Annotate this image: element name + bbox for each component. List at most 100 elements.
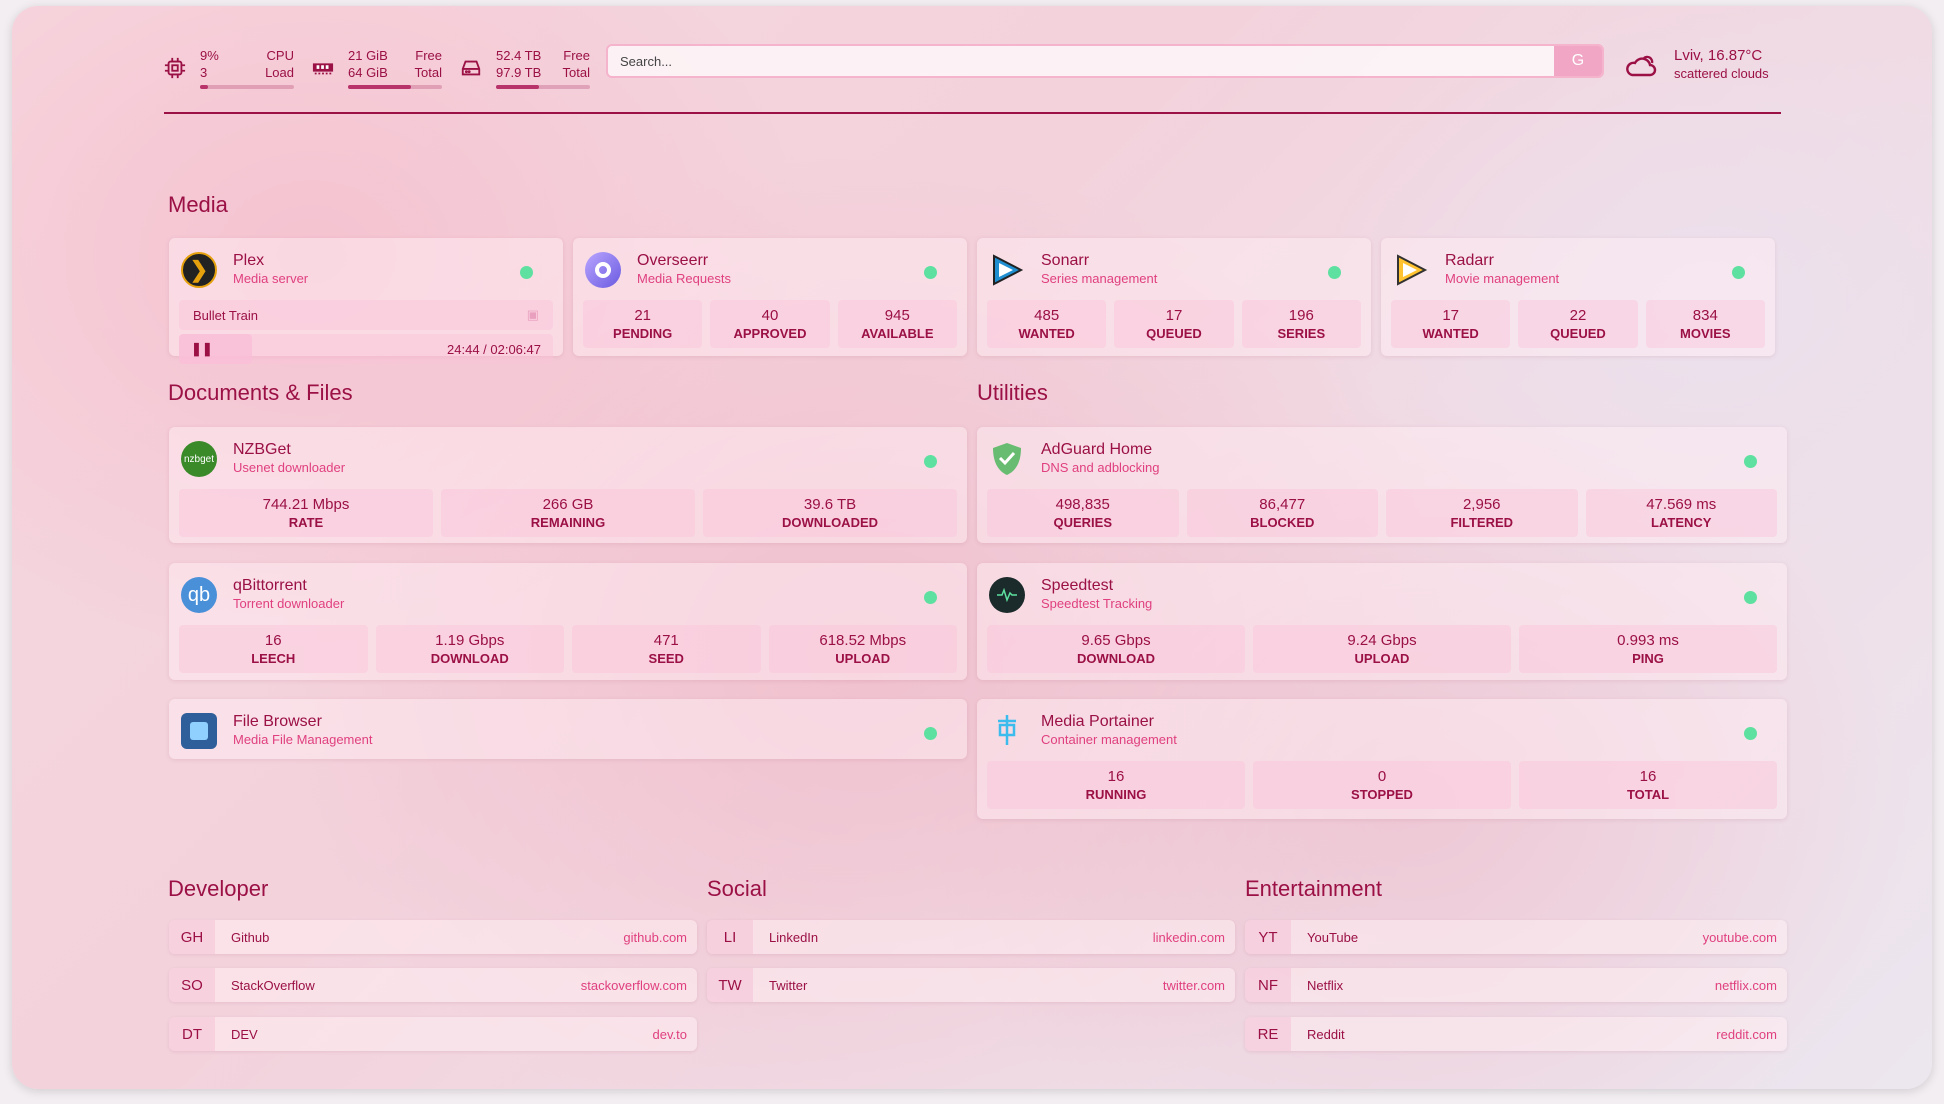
stat-approved: 40 APPROVED — [710, 300, 830, 348]
disk-free-value: 52.4 TB — [496, 48, 542, 63]
cpu-load-label: Load — [265, 65, 294, 80]
service-card-overseerr[interactable]: Overseerr Media Requests 21 PENDING 40 APPROV… — [573, 238, 967, 356]
stat-label: QUEUED — [1146, 326, 1202, 341]
stat-value: 16 — [1107, 768, 1125, 785]
service-description: Media server — [233, 271, 309, 286]
service-card-qbittorrent[interactable]: qb qBittorrent Torrent downloader 16 LEECH 1.… — [169, 563, 967, 680]
status-online-dot — [520, 266, 533, 279]
stat-value: 86,477 — [1259, 496, 1306, 513]
service-description: Speedtest Tracking — [1041, 596, 1153, 611]
adguard-home-icon — [987, 437, 1041, 477]
memory-free-value: 21 GiB — [348, 48, 388, 63]
search-input[interactable] — [608, 46, 1554, 76]
stat-value: 39.6 TB — [803, 496, 857, 513]
service-card-file-browser[interactable]: File Browser Media File Management — [169, 699, 967, 759]
stat-label: DOWNLOADED — [781, 515, 879, 530]
status-online-dot — [1744, 455, 1757, 468]
service-name: NZBGet — [233, 441, 291, 458]
stat-label: BLOCKED — [1250, 515, 1315, 530]
service-card-nzbget[interactable]: nzbget NZBGet Usenet downloader 744.21 Mbps… — [169, 427, 967, 543]
service-card-media-portainer[interactable]: Media Portainer Container management 16 RUN… — [977, 699, 1787, 819]
bookmark-linkedin[interactable]: LI LinkedIn linkedin.com — [707, 920, 1235, 954]
stat-label: PING — [1632, 651, 1664, 666]
weather-location: Lviv, 16.87°C — [1674, 47, 1763, 64]
overseerr-icon — [583, 248, 637, 288]
service-description: Series management — [1041, 271, 1158, 286]
bookmark-url[interactable]: linkedin.com — [1152, 929, 1225, 945]
bookmark-name: StackOverflow — [231, 977, 315, 993]
file-browser-icon — [179, 709, 233, 749]
status-online-dot — [1328, 266, 1341, 279]
service-card-speedtest[interactable]: Speedtest Speedtest Tracking 9.65 Gbps DOWN… — [977, 563, 1787, 680]
service-name: qBittorrent — [233, 577, 307, 594]
section-title-entertainment: Entertainment — [1245, 876, 1382, 901]
stat-label: UPLOAD — [1354, 651, 1410, 666]
disk-resource: 52.4 TB Free 97.9 TB Total — [460, 47, 590, 89]
stat-label: QUERIES — [1053, 515, 1112, 530]
status-online-dot — [1744, 591, 1757, 604]
memory-resource: 21 GiB Free 64 GiB Total — [312, 47, 442, 89]
service-card-plex[interactable]: ❯ Plex Media server Bullet Train ▣ ❚❚ 24:44 /… — [169, 238, 563, 364]
stat-label: TOTAL — [1626, 787, 1670, 802]
memory-total-label: Total — [414, 65, 442, 80]
bookmark-stackoverflow[interactable]: SO StackOverflow stackoverflow.com — [169, 968, 697, 1002]
stat-value: 471 — [653, 632, 679, 649]
memory-icon — [312, 63, 334, 75]
bookmark-abbr: YT — [1245, 920, 1291, 954]
plex-icon: ❯ — [179, 248, 233, 288]
stat-remaining: 266 GB REMAINING — [441, 489, 695, 537]
bookmark-url[interactable]: stackoverflow.com — [580, 977, 687, 993]
service-name: Plex — [233, 252, 265, 269]
bookmark-name: Netflix — [1307, 977, 1344, 993]
bookmark-dev[interactable]: DT DEV dev.to — [169, 1017, 697, 1051]
bookmark-github[interactable]: GH Github github.com — [169, 920, 697, 954]
stat-series: 196 SERIES — [1241, 300, 1361, 348]
cpu-icon — [164, 57, 186, 79]
search-bar: G — [606, 44, 1604, 78]
bookmark-url[interactable]: twitter.com — [1162, 977, 1225, 993]
stat-label: SERIES — [1277, 326, 1326, 341]
cpu-load-value: 3 — [200, 65, 208, 80]
service-name: Sonarr — [1041, 252, 1090, 269]
bookmark-url[interactable]: reddit.com — [1716, 1026, 1777, 1042]
stat-queries: 498,835 QUERIES — [987, 489, 1179, 537]
service-card-adguard-home[interactable]: AdGuard Home DNS and adblocking 498,835 QUE… — [977, 427, 1787, 543]
header-divider — [164, 112, 1781, 114]
stat-upload: 618.52 Mbps UPLOAD — [768, 625, 957, 673]
search-provider-button[interactable]: G — [1554, 46, 1602, 76]
bookmark-name: Github — [231, 929, 270, 945]
media-portainer-icon — [987, 709, 1041, 749]
bookmark-url[interactable]: youtube.com — [1702, 929, 1777, 945]
service-description: Usenet downloader — [233, 460, 346, 475]
service-card-radarr[interactable]: Radarr Movie management 17 WANTED 22 QUEUED 83… — [1381, 238, 1775, 356]
cpu-value: 9% — [200, 48, 219, 63]
bookmark-twitter[interactable]: TW Twitter twitter.com — [707, 968, 1235, 1002]
bookmark-youtube[interactable]: YT YouTube youtube.com — [1245, 920, 1787, 954]
bookmark-url[interactable]: netflix.com — [1714, 977, 1777, 993]
stat-label: QUEUED — [1550, 326, 1606, 341]
stat-value: 498,835 — [1055, 496, 1110, 513]
section-title-developer: Developer — [168, 876, 269, 901]
stat-label: DOWNLOAD — [430, 651, 509, 666]
bookmark-url[interactable]: dev.to — [652, 1026, 687, 1042]
stat-value: 9.24 Gbps — [1347, 632, 1417, 649]
stat-label: WANTED — [1422, 326, 1479, 341]
stat-wanted: 485 WANTED — [987, 300, 1107, 348]
stat-value: 485 — [1034, 307, 1060, 324]
stat-value: 22 — [1569, 307, 1587, 324]
stat-label: STOPPED — [1351, 787, 1413, 802]
stat-label: LATENCY — [1651, 515, 1712, 530]
bookmark-name: YouTube — [1307, 929, 1359, 945]
bookmark-url[interactable]: github.com — [623, 929, 687, 945]
stat-label: RATE — [288, 515, 324, 530]
bookmark-reddit[interactable]: RE Reddit reddit.com — [1245, 1017, 1787, 1051]
stat-label: RUNNING — [1085, 787, 1147, 802]
pause-icon[interactable]: ❚❚ — [191, 341, 213, 356]
stat-pending: 21 PENDING — [583, 300, 703, 348]
resources-widget: 9% CPU 3 Load 21 GiB Free 64 GiB Total 52.4 … — [164, 46, 608, 90]
service-name: Radarr — [1445, 252, 1494, 269]
stat-movies: 834 MOVIES — [1645, 300, 1765, 348]
bookmark-netflix[interactable]: NF Netflix netflix.com — [1245, 968, 1787, 1002]
service-card-sonarr[interactable]: Sonarr Series management 485 WANTED 17 QUEUED… — [977, 238, 1371, 356]
status-online-dot — [924, 455, 937, 468]
